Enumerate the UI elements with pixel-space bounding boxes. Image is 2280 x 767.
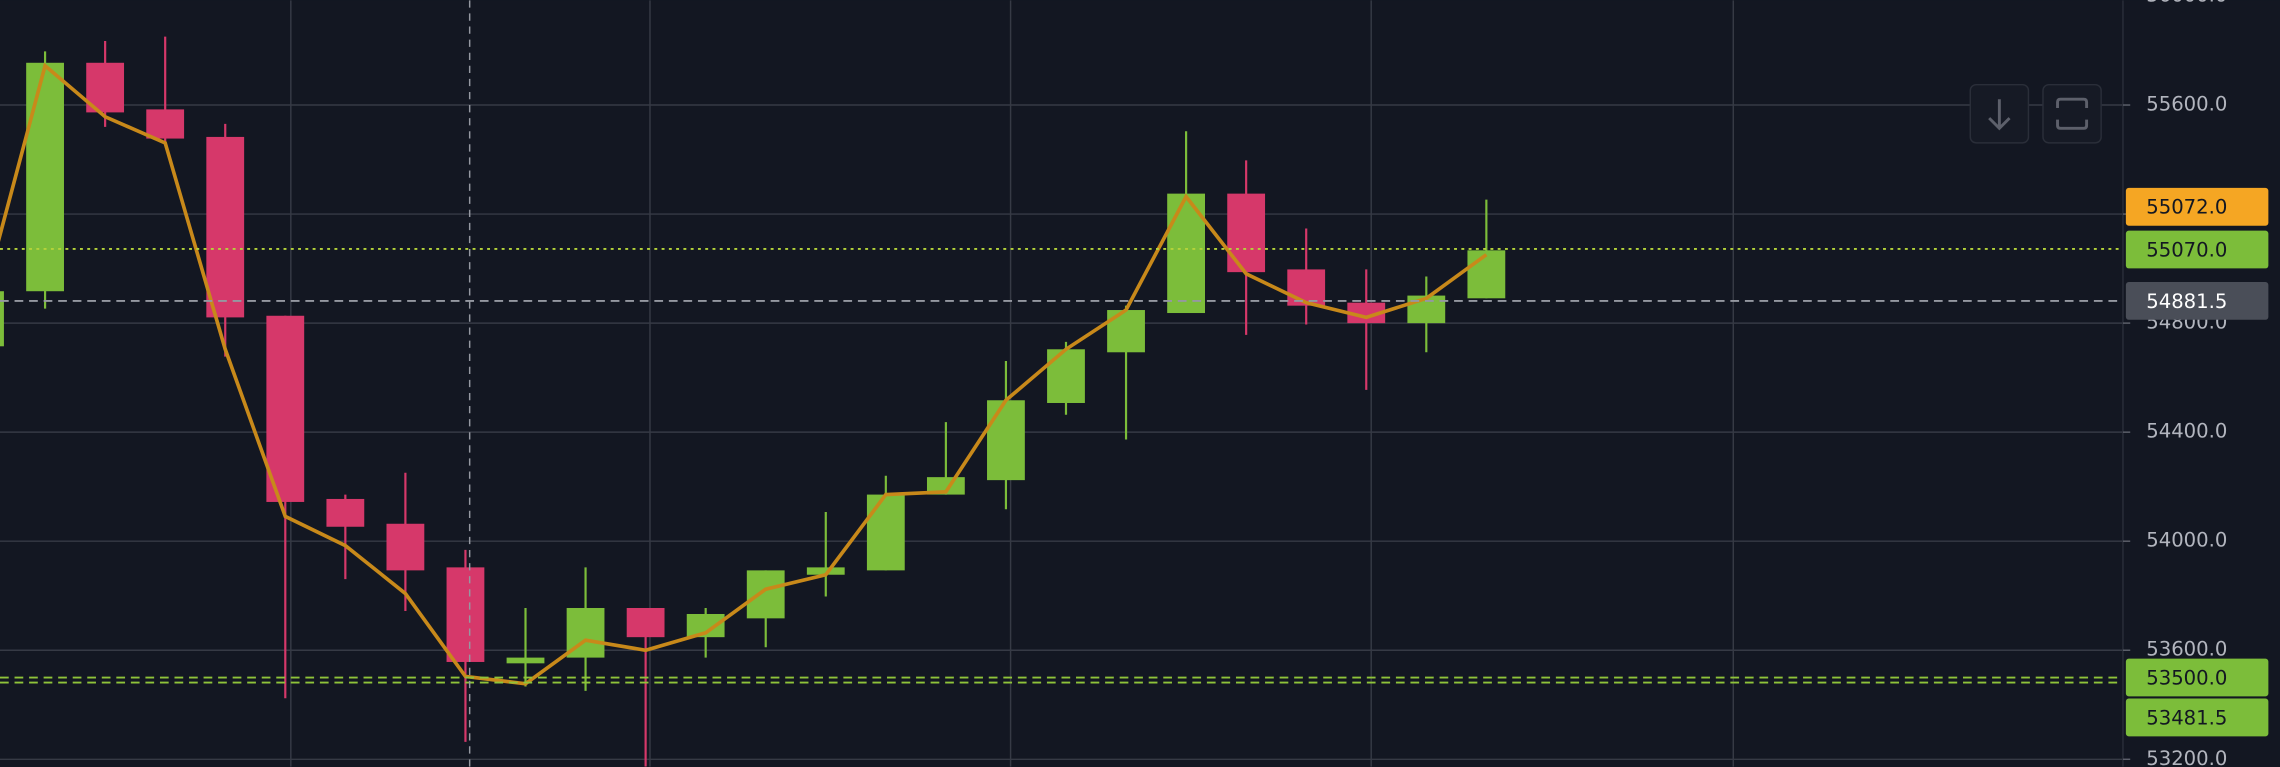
plot-area: [0, 36, 2123, 767]
candle-body: [926, 477, 965, 495]
candle-body: [626, 607, 665, 638]
candle-body: [26, 62, 64, 292]
fullscreen-button[interactable]: [2042, 83, 2102, 144]
price-label: 55070.0: [2146, 238, 2227, 261]
y-tick-label: 56000.0: [2146, 0, 2227, 6]
y-tick-label: 53200.0: [2146, 747, 2227, 767]
candle-body: [746, 570, 785, 619]
y-tick-label: 53600.0: [2146, 638, 2227, 661]
price-label: 54881.5: [2146, 290, 2227, 313]
price-label-box: [2125, 698, 2269, 737]
candle-body: [1287, 269, 1326, 306]
grid: [0, 0, 2123, 767]
price-axis: 56000.055600.055200.054800.054400.054000…: [2122, 0, 2269, 767]
price-label-box: [2125, 658, 2269, 697]
candle-body: [326, 498, 365, 527]
y-tick-label: 54400.0: [2146, 420, 2227, 443]
y-tick-label: 55600.0: [2146, 93, 2227, 116]
candle-body: [446, 567, 485, 662]
candle-body: [506, 657, 545, 664]
candle-body: [1107, 310, 1145, 353]
candle-body: [206, 136, 245, 318]
line: [0, 62, 1488, 686]
candle-body: [1347, 302, 1386, 324]
download-button[interactable]: [1969, 83, 2030, 144]
candle-body: [1227, 193, 1266, 273]
candle-body: [0, 291, 4, 347]
candle-body: [987, 400, 1025, 481]
candle-body: [806, 567, 845, 575]
candle-body: [1467, 250, 1506, 299]
candle-body: [1047, 349, 1085, 403]
price-label: 53481.5: [2146, 706, 2227, 729]
candle-body: [266, 315, 305, 502]
price-label: 55072.0: [2146, 196, 2227, 219]
candle-body: [866, 494, 905, 571]
price-label-box: [2125, 230, 2269, 269]
candle-body: [386, 523, 425, 571]
price-label-box: [2125, 281, 2269, 320]
price-label: 53500.0: [2146, 666, 2227, 689]
y-tick-label: 54000.0: [2146, 529, 2227, 552]
candle-body: [146, 109, 185, 139]
price-label-box: [2125, 187, 2269, 226]
candle-body: [686, 613, 725, 638]
